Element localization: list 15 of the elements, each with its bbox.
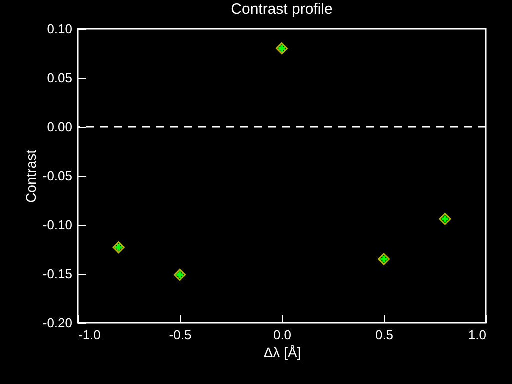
- y-tick-label: -0.20: [42, 316, 72, 330]
- x-tick-label: 1.0: [468, 328, 486, 342]
- chart-title: Contrast profile: [231, 1, 333, 18]
- x-tick-label: -0.5: [169, 328, 192, 342]
- x-axis-title: Δλ [Å]: [264, 344, 302, 360]
- y-tick-label: -0.15: [42, 266, 72, 282]
- y-tick-label: 0.05: [47, 70, 72, 86]
- y-tick-label: 0.00: [47, 120, 72, 134]
- x-tick-label: 0.5: [375, 328, 394, 342]
- x-tick-label: 0.0: [273, 328, 292, 342]
- y-tick-label: -0.05: [42, 168, 72, 184]
- y-tick-label: 0.10: [47, 22, 72, 36]
- y-axis-title: Contrast: [22, 150, 39, 203]
- y-tick-label: -0.10: [42, 218, 72, 232]
- x-tick-label: -1.0: [78, 328, 101, 342]
